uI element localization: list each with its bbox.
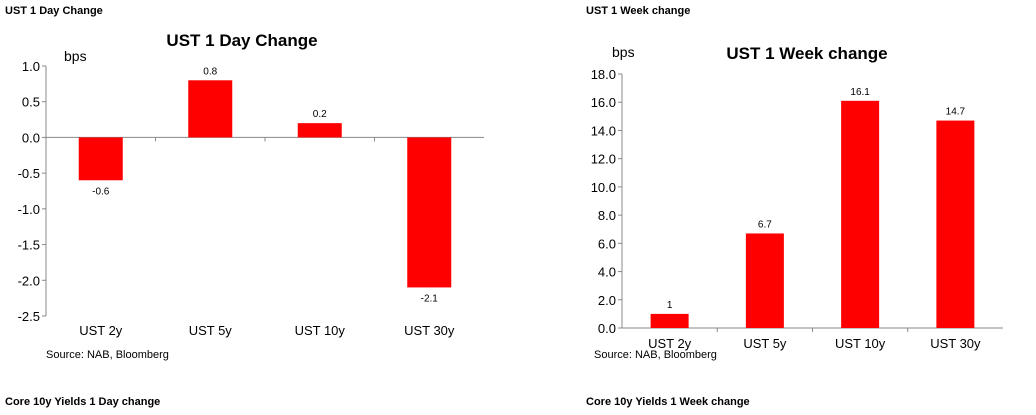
chart1-y-tick-label: -2.0 bbox=[18, 273, 40, 288]
chart1-source: Source: NAB, Bloomberg bbox=[46, 349, 169, 361]
chart2-ylabel: bps bbox=[612, 44, 635, 60]
chart1-title: UST 1 Day Change bbox=[166, 31, 317, 50]
chart2-y-tick-label: 12.0 bbox=[591, 152, 616, 167]
chart1-category-label: UST 2y bbox=[79, 323, 123, 338]
chart1-value-label: -2.1 bbox=[421, 293, 439, 304]
chart2-value-label: 16.1 bbox=[850, 87, 870, 98]
chart2-category-label: UST 30y bbox=[930, 336, 981, 351]
chart2-category-label: UST 5y bbox=[743, 336, 787, 351]
chart2-bar bbox=[936, 120, 975, 328]
chart2-y-tick-label: 16.0 bbox=[591, 95, 616, 110]
chart2-y-tick-label: 4.0 bbox=[598, 265, 616, 280]
chart2-y-tick-label: 0.0 bbox=[598, 321, 616, 336]
chart1-y-tick-label: -1.0 bbox=[18, 202, 40, 217]
chart2-bar bbox=[841, 100, 880, 328]
chart2-y-tick-label: 8.0 bbox=[598, 208, 616, 223]
chart1-category-label: UST 10y bbox=[295, 323, 346, 338]
chart2-y-tick-label: 14.0 bbox=[591, 123, 616, 138]
chart1-bar bbox=[188, 80, 233, 138]
chart2-value-label: 14.7 bbox=[946, 107, 966, 118]
chart2-y-tick-label: 2.0 bbox=[598, 293, 616, 308]
heading-core-10y-1-day: Core 10y Yields 1 Day change bbox=[5, 396, 161, 408]
heading-core-10y-1-week: Core 10y Yields 1 Week change bbox=[586, 396, 750, 408]
chart1-bar bbox=[407, 137, 452, 288]
chart1-y-tick-label: -2.5 bbox=[18, 309, 40, 324]
chart1-y-tick-label: -1.5 bbox=[18, 238, 40, 253]
chart1-bar bbox=[297, 123, 342, 138]
chart2-bar bbox=[650, 313, 689, 328]
chart2-y-tick-label: 6.0 bbox=[598, 236, 616, 251]
chart1-y-tick-label: 0.0 bbox=[22, 130, 40, 145]
chart1-value-label: 0.2 bbox=[313, 109, 327, 120]
chart2-y-tick-label: 18.0 bbox=[591, 67, 616, 82]
chart1-value-label: -0.6 bbox=[92, 186, 110, 197]
chart2-bar bbox=[745, 233, 784, 328]
heading-ust-1-week: UST 1 Week change bbox=[586, 5, 691, 17]
chart1-y-tick-label: 0.5 bbox=[22, 95, 40, 110]
chart2-value-label: 6.7 bbox=[758, 219, 772, 230]
chart2-title: UST 1 Week change bbox=[726, 44, 887, 63]
chart1-ylabel: bps bbox=[64, 48, 87, 64]
chart1-y-tick-label: -0.5 bbox=[18, 166, 40, 181]
chart2-category-label: UST 2y bbox=[648, 336, 692, 351]
chart1-category-label: UST 5y bbox=[189, 323, 233, 338]
chart2-source: Source: NAB, Bloomberg bbox=[594, 349, 717, 361]
chart1-category-label: UST 30y bbox=[404, 323, 455, 338]
chart1-bar bbox=[78, 137, 123, 181]
chart1-y-tick-label: 1.0 bbox=[22, 59, 40, 74]
chart1-value-label: 0.8 bbox=[203, 66, 217, 77]
chart2-y-tick-label: 10.0 bbox=[591, 180, 616, 195]
chart2-value-label: 1 bbox=[667, 300, 673, 311]
chart2-category-label: UST 10y bbox=[835, 336, 886, 351]
heading-ust-1-day: UST 1 Day Change bbox=[5, 5, 103, 17]
